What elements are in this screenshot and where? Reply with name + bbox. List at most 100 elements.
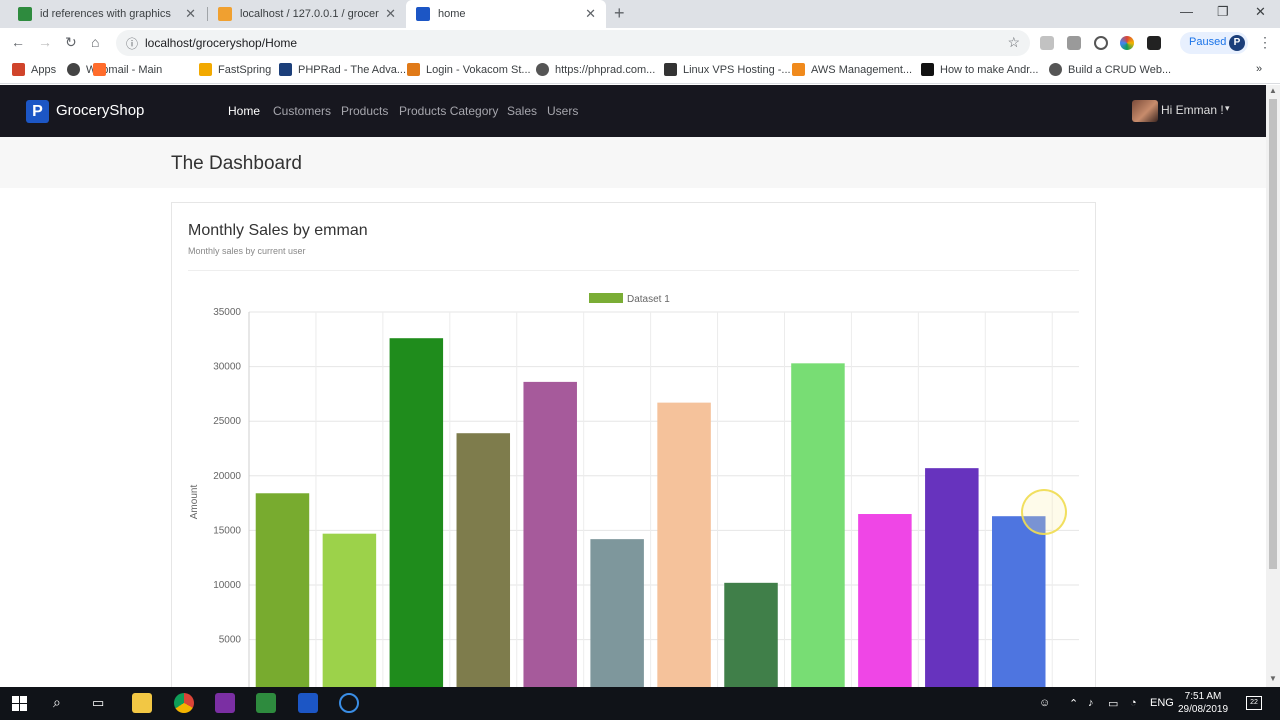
user-avatar[interactable] (1132, 100, 1158, 122)
nav-products-category[interactable]: Products Category (399, 104, 499, 118)
brand-name[interactable]: GroceryShop (56, 102, 145, 119)
minimize-icon[interactable]: — (1180, 4, 1193, 19)
bookmark-aws[interactable]: AWS Management... (792, 63, 912, 76)
phprad-icon[interactable] (298, 693, 318, 713)
bookmarks-more-icon[interactable]: » (1256, 63, 1263, 75)
bookmark-apps[interactable]: Apps (12, 63, 56, 76)
scroll-thumb[interactable] (1269, 99, 1277, 569)
bookmark-phprad[interactable]: PHPRad - The Adva... (279, 63, 406, 76)
page-title: The Dashboard (171, 153, 302, 174)
new-tab-icon[interactable]: + (614, 3, 625, 23)
chevron-down-icon[interactable]: ▾ (1225, 103, 1230, 113)
user-menu[interactable]: Hi Emman ! (1161, 103, 1224, 117)
globe-icon (536, 63, 549, 76)
monthly-sales-chart: 5000 10000 15000 20000 25000 30000 35000 Datase… (189, 293, 1079, 687)
close-icon[interactable]: ✕ (385, 6, 396, 21)
maximize-icon[interactable]: ❐ (1217, 4, 1229, 19)
cortana-icon[interactable] (339, 693, 359, 713)
brand-logo-icon[interactable]: P (26, 100, 49, 123)
bookmark-label: Apps (31, 63, 57, 76)
chart-bar (992, 516, 1046, 687)
color-extension-icon[interactable] (1120, 36, 1134, 50)
browser-menu-icon[interactable]: ⋮ (1258, 34, 1272, 50)
info-icon[interactable]: ⓘ (126, 37, 139, 51)
reload-icon[interactable]: ↻ (65, 34, 77, 50)
notification-center-icon[interactable]: 22 (1246, 696, 1262, 710)
browser-tab-1[interactable]: id references with graphics ✕ (8, 0, 206, 28)
address-bar[interactable]: ⓘ localhost/groceryshop/Home ☆ (116, 30, 1030, 56)
file-explorer-icon[interactable] (132, 693, 152, 713)
bookmark-star-icon[interactable]: ☆ (1007, 34, 1020, 50)
windows-start-icon[interactable] (12, 696, 27, 711)
volume-icon[interactable]: ♪ (1088, 697, 1094, 709)
vokacom-icon (407, 63, 420, 76)
clock-date: 29/08/2019 (1178, 704, 1229, 715)
battery-icon[interactable]: ▭ (1108, 698, 1119, 710)
grammar-extension-icon[interactable] (1094, 36, 1108, 50)
vpn-extension-icon[interactable] (1067, 36, 1081, 50)
nav-sales[interactable]: Sales (507, 104, 538, 118)
y-tick-label: 5000 (219, 635, 242, 646)
bookmark-crud[interactable]: Build a CRUD Web... (1049, 63, 1171, 76)
page-header: The Dashboard (0, 137, 1266, 188)
y-tick-label: 20000 (213, 471, 241, 482)
y-axis-label: Amount (189, 485, 200, 520)
tray-chevron-icon[interactable]: ⌃ (1069, 698, 1079, 710)
nav-home[interactable]: Home (228, 104, 261, 118)
camera-extension-icon[interactable] (1040, 36, 1054, 50)
people-icon[interactable]: ☺ (1039, 697, 1051, 709)
close-icon[interactable]: ✕ (185, 6, 196, 21)
bookmark-linux-vps[interactable]: Linux VPS Hosting -... (664, 63, 791, 76)
scroll-down-icon[interactable]: ▼ (1269, 674, 1277, 683)
language-indicator[interactable]: ENG (1150, 697, 1174, 709)
system-clock[interactable]: 7:51 AM 29/08/2019 (1178, 690, 1228, 716)
chart-bar (523, 381, 577, 687)
apps-grid-icon (12, 63, 25, 76)
bookmark-phprad-url[interactable]: https://phprad.com... (536, 63, 655, 76)
chrome-icon[interactable] (174, 693, 194, 713)
chart-bar (724, 582, 778, 687)
app-navbar: P GroceryShop Home Customers Products Pr… (0, 85, 1266, 137)
chart-bar (590, 539, 644, 687)
profile-button[interactable]: Paused P (1180, 32, 1248, 54)
close-icon[interactable]: ✕ (585, 6, 596, 21)
home-icon[interactable]: ⌂ (91, 34, 100, 50)
chart-bar (322, 533, 377, 687)
cursor-highlight (1021, 489, 1067, 535)
url-text[interactable]: localhost/groceryshop/Home (145, 36, 298, 50)
browser-tab-3[interactable]: home ✕ (406, 0, 606, 28)
search-icon[interactable]: ⌕ (53, 694, 61, 710)
spreadsheet-icon (18, 7, 32, 21)
browser-tab-2[interactable]: localhost / 127.0.0.1 / grocery_sh ✕ (208, 0, 406, 28)
forward-icon[interactable]: → (38, 34, 52, 50)
bookmark-android[interactable]: How to make Andr... (921, 63, 1038, 76)
bookmark-label: FastSpring (218, 63, 272, 76)
tab-title: home (438, 8, 466, 20)
bookmark-vokacom[interactable]: Login - Vokacom St... (407, 63, 531, 76)
network-icon[interactable]: ◔ (1130, 697, 1137, 709)
onenote-icon[interactable] (215, 693, 235, 713)
task-view-icon[interactable]: ▭ (92, 695, 105, 710)
medium-icon (921, 63, 934, 76)
nav-products[interactable]: Products (341, 104, 389, 118)
nav-users[interactable]: Users (547, 104, 579, 118)
nav-customers[interactable]: Customers (273, 104, 332, 118)
chart-bar (456, 433, 511, 687)
bookmark-webmail[interactable]: Webmail - Main (67, 63, 162, 76)
legend-label: Dataset 1 (627, 294, 670, 305)
chart-bar (925, 468, 979, 687)
screenshot-extension-icon[interactable] (1147, 36, 1161, 50)
page-scrollbar[interactable]: ▲ ▼ (1266, 85, 1280, 687)
bookmark-label: Build a CRUD Web... (1068, 63, 1172, 76)
tab-separator (207, 7, 208, 21)
back-icon[interactable]: ← (11, 34, 25, 50)
scroll-up-icon[interactable]: ▲ (1269, 86, 1277, 95)
window-close-icon[interactable]: ✕ (1255, 4, 1266, 19)
sheets-icon[interactable] (256, 693, 276, 713)
bookmark-cpanel[interactable] (93, 63, 112, 76)
bookmark-fastspring[interactable]: FastSpring (199, 63, 271, 76)
card-title: Monthly Sales by emman (188, 222, 368, 239)
fastspring-icon (199, 63, 212, 76)
chart-bar (791, 363, 845, 687)
vps-icon (664, 63, 677, 76)
